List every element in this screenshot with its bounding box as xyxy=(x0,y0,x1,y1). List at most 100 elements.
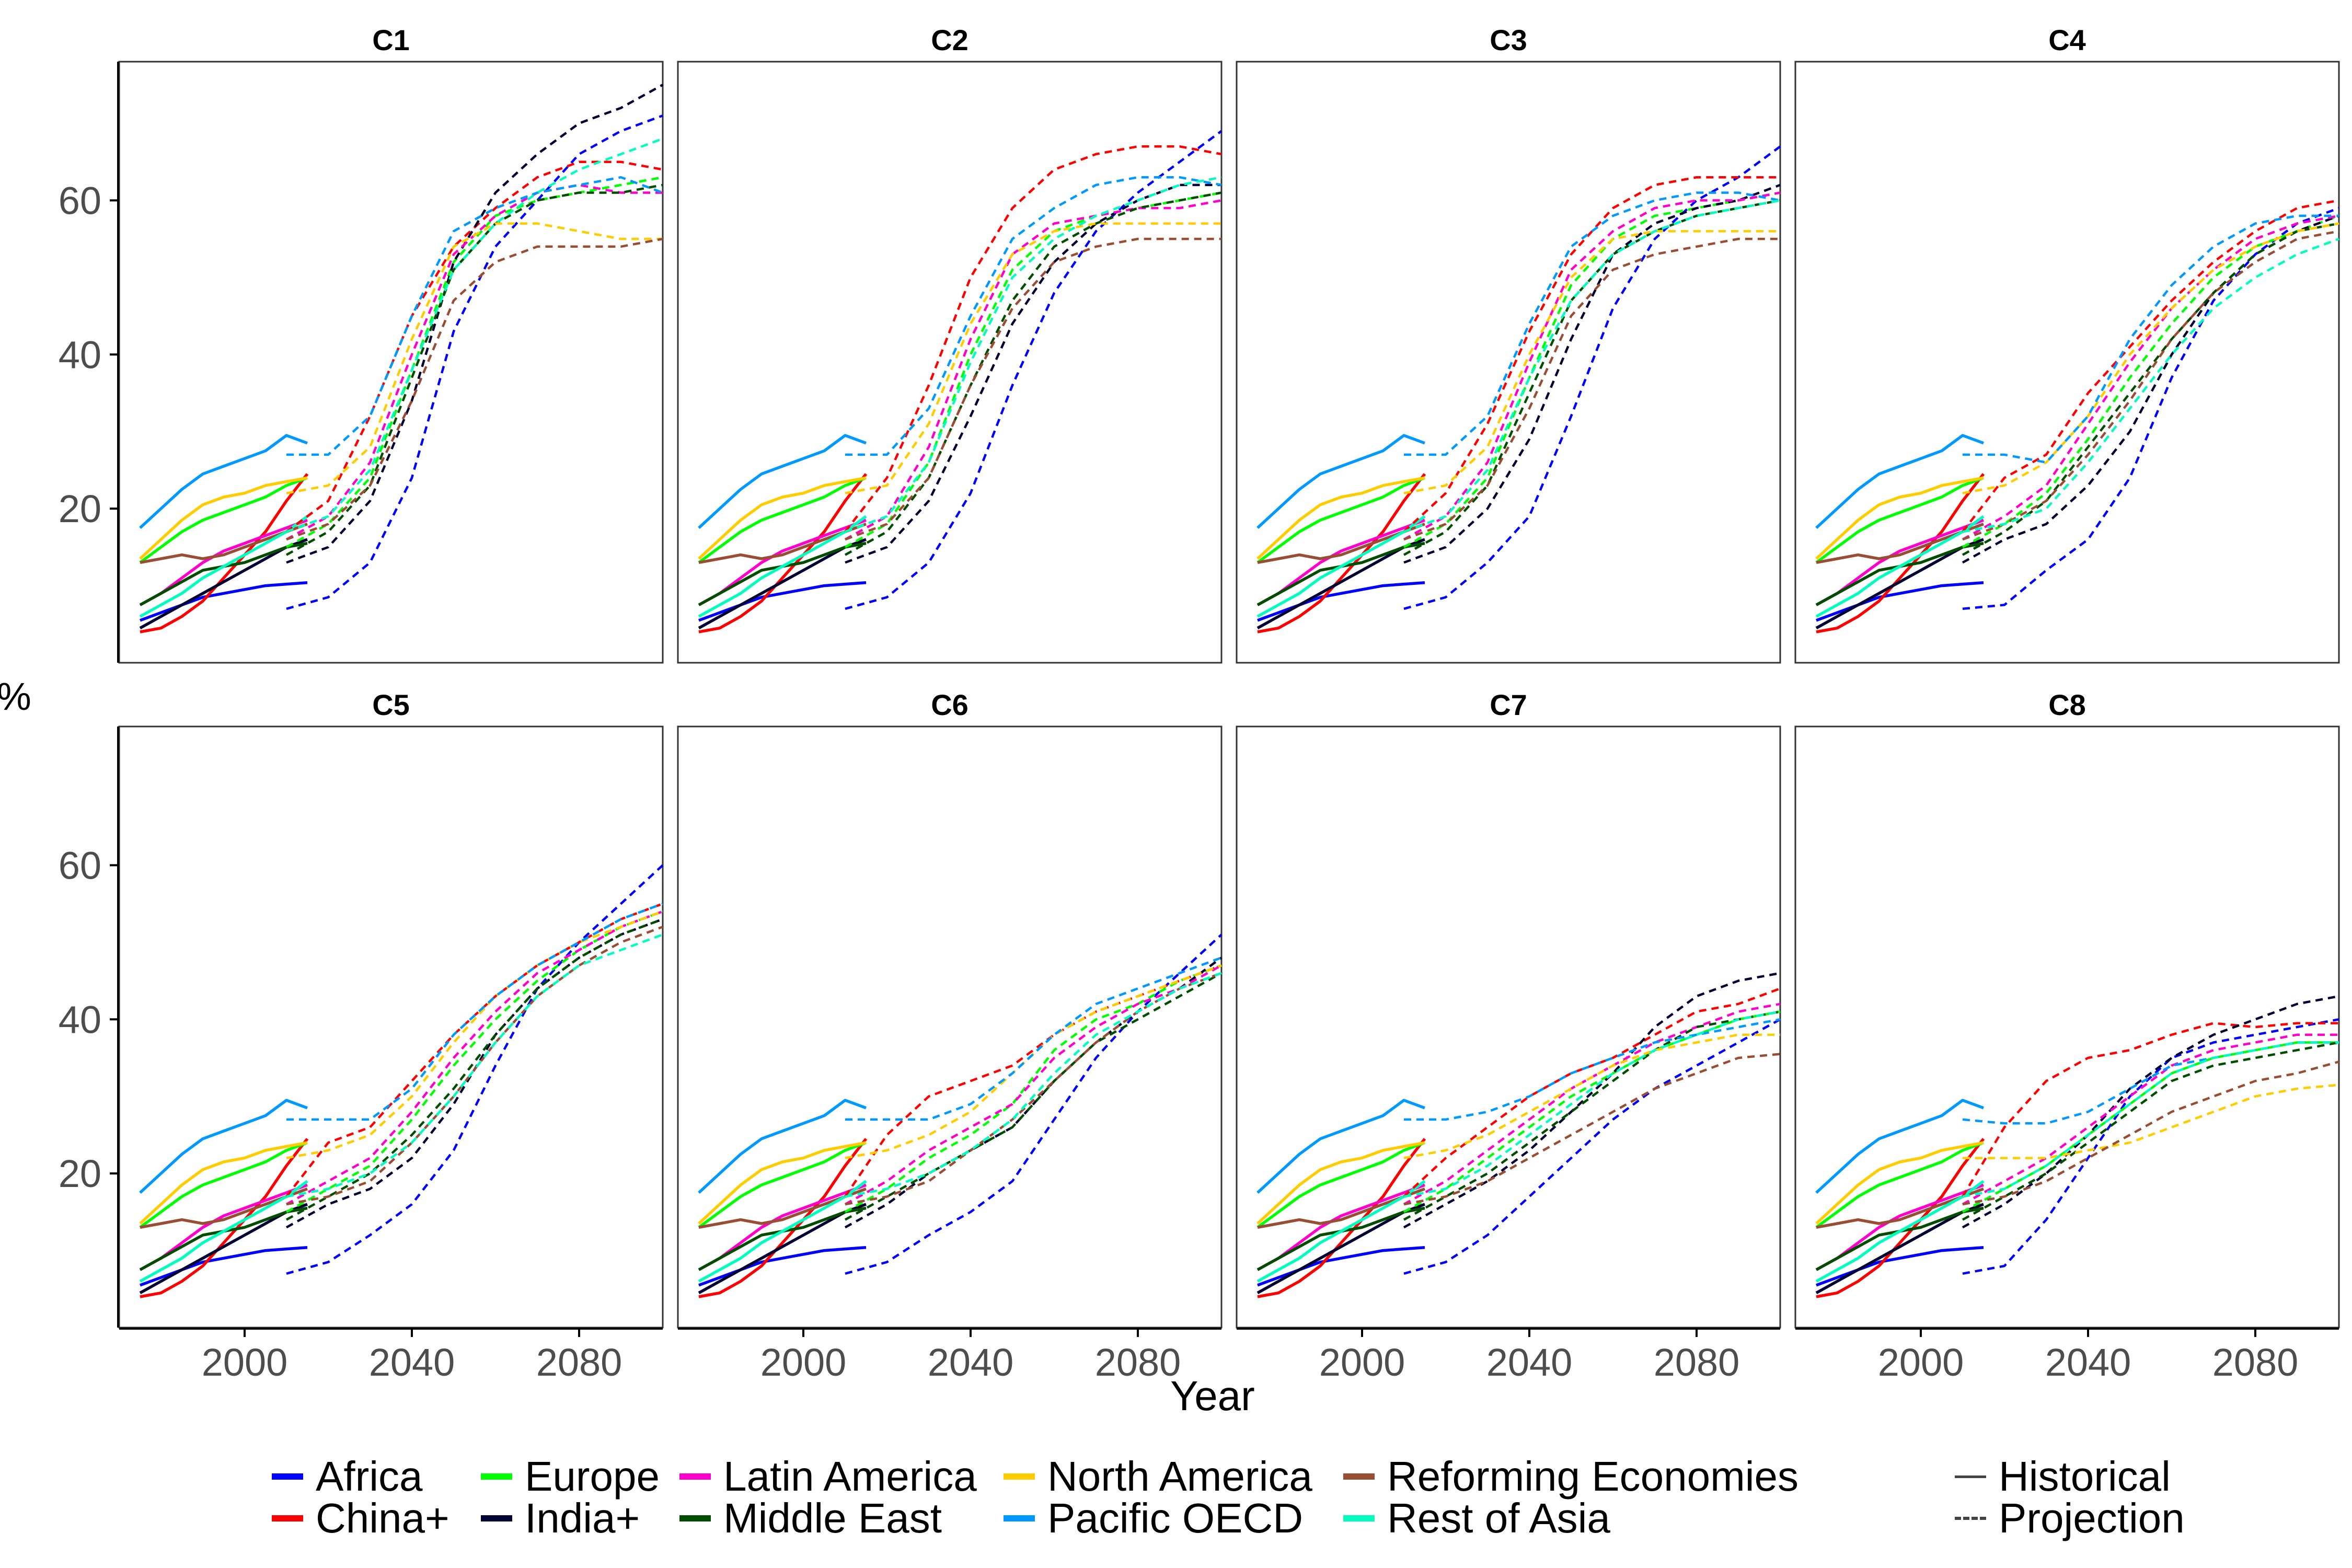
legend-item-latin-america: Latin America xyxy=(679,1456,977,1497)
legend-item-india-: India+ xyxy=(481,1497,640,1539)
projection-line-reforming-economies xyxy=(1962,1060,2339,1206)
projection-line-africa xyxy=(286,864,664,1275)
historical-line-pacific-oecd xyxy=(1815,434,1984,529)
projection-line-north-america xyxy=(1403,230,1780,494)
projection-line-rest-of-asia xyxy=(1962,1041,2339,1198)
projection-line-china- xyxy=(1962,199,2339,533)
legend-swatch xyxy=(481,1473,512,1480)
projection-line-pacific-oecd xyxy=(1404,191,1781,456)
historical-line-pacific-oecd xyxy=(1256,434,1425,529)
panel-C1: C1 20 40 60 xyxy=(59,24,664,664)
projection-line-china- xyxy=(1962,1022,2339,1197)
projection-line-north-america xyxy=(1963,1083,2339,1159)
panel-title: C8 xyxy=(2048,688,2086,721)
y-tick-label: 20 xyxy=(59,1152,101,1195)
historical-line-north-america xyxy=(698,1141,867,1225)
projection-line-pacific-oecd xyxy=(1404,1018,1781,1121)
projection-line-latin-america xyxy=(844,199,1222,541)
projection-line-latin-america xyxy=(1403,191,1781,541)
historical-line-china- xyxy=(1257,473,1426,633)
projection-line-latin-america xyxy=(844,964,1223,1206)
historical-line-africa xyxy=(698,1246,867,1287)
panel-C2: C2 xyxy=(677,24,1223,664)
legend-swatch xyxy=(272,1515,303,1521)
projection-line-middle-east xyxy=(285,918,663,1221)
projection-line-latin-america xyxy=(1962,1033,2339,1206)
projection-line-pacific-oecd xyxy=(286,902,663,1121)
historical-line-europe xyxy=(1815,476,1984,564)
y-tick-label: 60 xyxy=(59,844,101,887)
historical-line-rest-of-asia xyxy=(698,515,867,618)
projection-line-europe xyxy=(1962,1041,2339,1213)
historical-line-rest-of-asia xyxy=(698,1180,867,1283)
projection-line-india- xyxy=(1403,972,1781,1229)
panel-C7: C7 2000 2040 2080 xyxy=(1236,688,1781,1384)
historical-line-africa xyxy=(1257,581,1425,622)
panel-C3: C3 xyxy=(1236,24,1781,664)
x-tick-label: 2000 xyxy=(202,1341,288,1384)
projection-line-latin-america xyxy=(1962,214,2339,541)
historical-line-pacific-oecd xyxy=(139,434,308,529)
projection-line-middle-east xyxy=(844,191,1222,556)
historical-line-africa xyxy=(140,1246,308,1287)
projection-line-europe xyxy=(844,964,1222,1213)
projection-line-rest-of-asia xyxy=(1403,199,1781,533)
legend-swatch xyxy=(481,1515,512,1521)
projection-line-china- xyxy=(844,145,1222,533)
legend-swatch xyxy=(679,1473,711,1480)
panel-title: C1 xyxy=(372,24,410,56)
legend-swatch xyxy=(272,1473,303,1480)
x-tick-label: 2040 xyxy=(928,1341,1014,1384)
projection-line-india- xyxy=(1962,214,2339,564)
panel-C8: C8 2000 2040 2080 xyxy=(1794,688,2340,1384)
projection-line-latin-america xyxy=(285,183,663,541)
legend-item-rest-of-asia: Rest of Asia xyxy=(1343,1497,1610,1539)
historical-line-europe xyxy=(1815,1141,1984,1229)
panel-frame xyxy=(677,61,1223,664)
legend-swatch xyxy=(1955,1475,1986,1478)
panel-C4: C4 xyxy=(1794,24,2340,664)
projection-line-north-america xyxy=(845,964,1222,1159)
historical-line-europe xyxy=(139,476,308,564)
historical-line-africa xyxy=(140,581,308,622)
projection-line-rest-of-asia xyxy=(286,137,663,533)
historical-line-north-america xyxy=(1815,476,1984,560)
legend-swatch xyxy=(1343,1515,1375,1521)
historical-line-rest-of-asia xyxy=(1815,1180,1985,1283)
projection-line-africa xyxy=(1962,1018,2339,1275)
x-axis-label-text: Year xyxy=(1170,1373,1255,1419)
legend-item-china-: China+ xyxy=(272,1497,449,1539)
x-tick-label: 2080 xyxy=(536,1341,622,1384)
historical-line-europe xyxy=(698,476,867,564)
panel-title: C5 xyxy=(372,688,410,721)
panel-title: C4 xyxy=(2048,24,2086,56)
projection-line-india- xyxy=(844,956,1223,1229)
x-tick-label: 2000 xyxy=(760,1341,847,1384)
projection-line-china- xyxy=(285,902,663,1197)
legend-label: Europe xyxy=(525,1453,660,1500)
panel-frame xyxy=(1236,61,1781,664)
panel-title: C2 xyxy=(931,24,969,56)
panel-title: C3 xyxy=(1490,24,1527,56)
projection-line-latin-america xyxy=(1403,1002,1781,1206)
projection-line-north-america xyxy=(1962,222,2339,494)
projection-line-rest-of-asia xyxy=(1962,237,2339,533)
projection-line-latin-america xyxy=(285,910,663,1206)
x-tick-label: 2040 xyxy=(2045,1341,2131,1384)
projection-line-reforming-economies xyxy=(286,926,663,1206)
projection-line-europe xyxy=(1962,214,2339,548)
panel-frame xyxy=(1794,61,2340,664)
projection-line-europe xyxy=(844,191,1222,548)
historical-line-pacific-oecd xyxy=(698,434,867,529)
legend-label: India+ xyxy=(525,1495,640,1541)
historical-line-north-america xyxy=(139,476,308,560)
legend-label: Pacific OECD xyxy=(1047,1495,1303,1541)
historical-line-rest-of-asia xyxy=(1815,515,1985,618)
legend-label: Middle East xyxy=(723,1495,942,1541)
projection-line-reforming-economies xyxy=(286,237,663,541)
projection-line-china- xyxy=(285,160,663,533)
historical-line-china- xyxy=(140,1138,309,1298)
y-tick-label: 20 xyxy=(59,487,101,531)
historical-line-pacific-oecd xyxy=(1815,1099,1984,1194)
